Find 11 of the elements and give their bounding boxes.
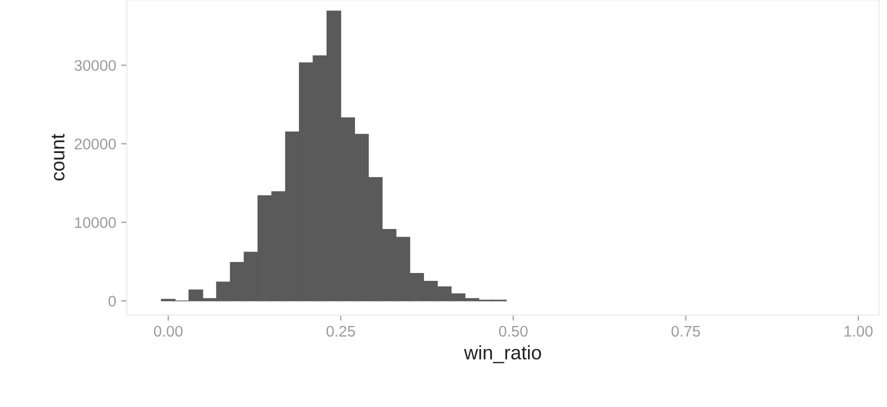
x-tick-label: 0.00 — [154, 326, 183, 337]
x-axis-title: win_ratio — [464, 345, 542, 364]
x-tick-label: 1.00 — [844, 326, 873, 337]
y-axis-title: count — [52, 134, 65, 180]
y-tick-label: 30000 — [74, 60, 116, 71]
x-tick-label: 0.50 — [499, 326, 528, 337]
y-tick-label: 10000 — [75, 217, 116, 228]
x-tick-label: 0.25 — [326, 326, 355, 337]
y-tick-label: 0 — [108, 296, 116, 307]
x-tick-label: 0.75 — [672, 326, 700, 337]
y-tick-label: 20000 — [74, 138, 116, 150]
